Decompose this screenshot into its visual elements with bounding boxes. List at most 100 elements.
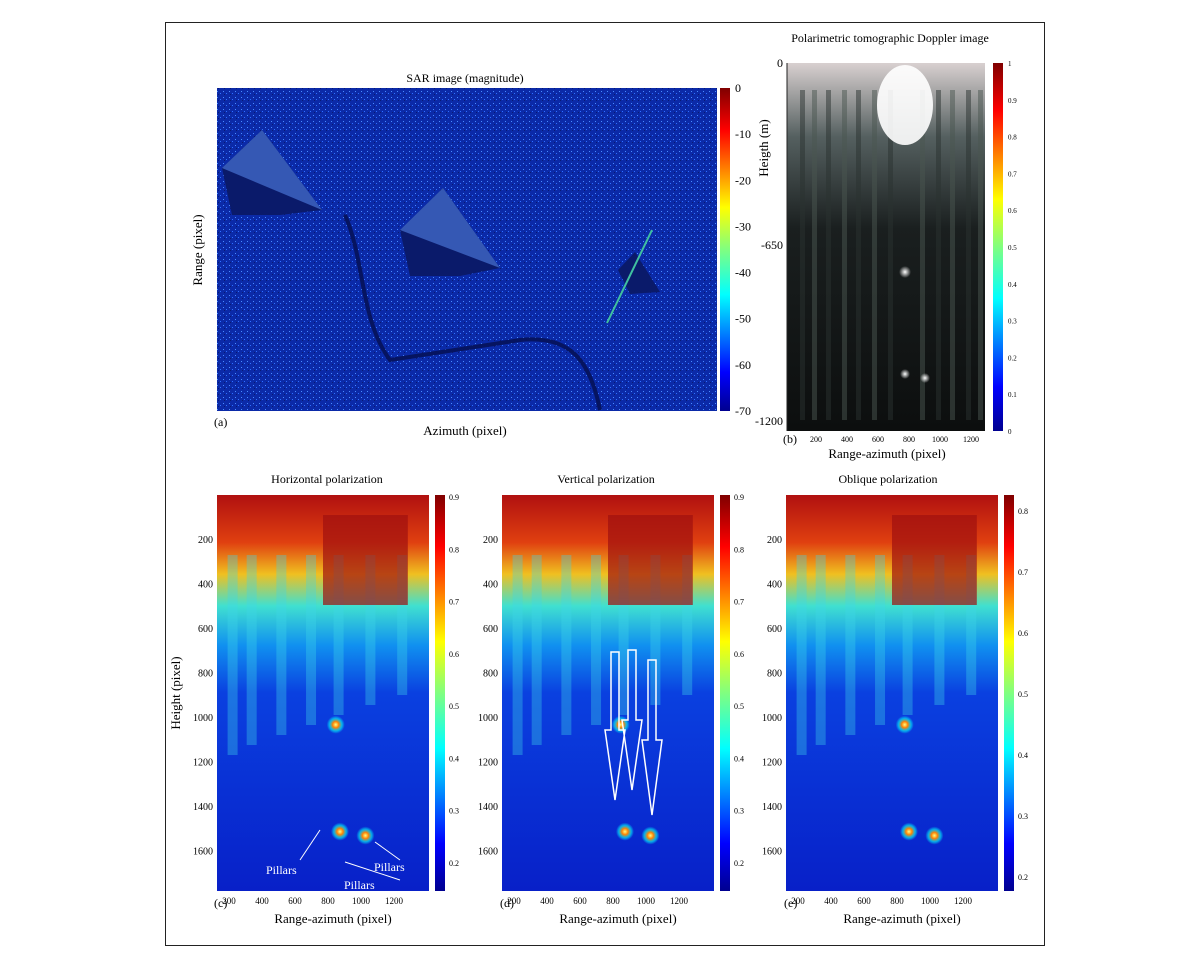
panel-b-colorbar-tick: 0.1	[1008, 391, 1017, 399]
panel-e-colorbar-tick: 0.4	[1018, 751, 1028, 760]
panel-d-scatterer	[641, 826, 660, 845]
panel-d-xtick: 400	[540, 896, 554, 906]
arrow-3	[641, 659, 663, 816]
panel-d-colorbar-tick: 0.5	[734, 702, 744, 711]
panel-a-colorbar-tick: -20	[735, 173, 751, 187]
pillars-label-3: Pillars	[344, 878, 375, 892]
doppler-scatterer-1	[899, 266, 911, 278]
panel-b-colorbar-tick: 0	[1008, 428, 1012, 436]
panel-c-title: Horizontal polarization	[271, 472, 383, 486]
panel-b-ylabel: Heigth (m)	[756, 119, 771, 176]
panel-c-ytick: 200	[198, 535, 213, 546]
pillars-label-1: Pillars	[266, 863, 297, 877]
panel-a-colorbar-tick: -60	[735, 358, 751, 372]
panel-e-hot-region	[892, 515, 977, 605]
panel-d-plume	[512, 555, 523, 755]
panel-e-ytick: 600	[767, 624, 782, 635]
panel-c-colorbar-tick: 0.9	[449, 493, 459, 502]
panel-c-xlabel: Range-azimuth (pixel)	[274, 911, 391, 926]
panel-d-xlabel: Range-azimuth (pixel)	[559, 911, 676, 926]
panel-c-colorbar-tick: 0.6	[449, 650, 459, 659]
panel-c-colorbar	[435, 495, 445, 891]
panel-c-colorbar-tick: 0.5	[449, 702, 459, 711]
panel-b-colorbar-tick: 0.2	[1008, 354, 1017, 362]
panel-d-xtick: 1200	[670, 896, 689, 906]
panel-d-title: Vertical polarization	[557, 472, 655, 486]
panel-b-yticks: 0 -650 -1200	[755, 56, 783, 428]
panel-e-ytick: 1400	[762, 802, 782, 813]
sar-road	[343, 214, 602, 411]
panel-d-plume	[561, 555, 572, 735]
panel-c-plume	[365, 555, 376, 705]
doppler-bright-region	[877, 65, 933, 145]
panel-c-ytick: 800	[198, 669, 213, 680]
panel-c-ytick: 1000	[193, 713, 213, 724]
panel-e-plume	[815, 555, 826, 745]
panel-d-colorbar-tick: 0.6	[734, 650, 744, 659]
panel-a-xlabel: Azimuth (pixel)	[423, 423, 506, 438]
panel-d-colorbar-tick: 0.8	[734, 545, 744, 554]
panel-e-xlabel: Range-azimuth (pixel)	[843, 911, 960, 926]
panel-c-ytick: 1200	[193, 758, 213, 769]
panel-c-scatterer	[330, 822, 349, 841]
panel-a-colorbar-tick: -50	[735, 312, 751, 326]
panel-a-colorbar-ticks: 0 -10 -20 -30 -40 -50 -60 -70	[735, 81, 751, 418]
panel-b-xtick: 600	[872, 435, 884, 444]
panel-a: SAR image (magnitude) 0 -10 -20 -30 -40 -50 -6…	[190, 71, 751, 438]
panel-d-plume	[650, 555, 661, 705]
panel-e-ytick: 800	[767, 669, 782, 680]
panel-c-plume	[276, 555, 287, 735]
panel-e-xtick: 800	[890, 896, 904, 906]
panel-e-xtick: 1200	[954, 896, 973, 906]
panel-c-scatterer	[356, 826, 375, 845]
panel-b-ytick: 0	[777, 56, 783, 70]
panel-d-plume	[618, 555, 629, 715]
panel-d-ytick: 1200	[478, 758, 498, 769]
panel-b-xtick: 1200	[963, 435, 979, 444]
panel-b-xtick: 400	[841, 435, 853, 444]
panel-e-colorbar-tick: 0.6	[1018, 629, 1028, 638]
panel-e-plume	[796, 555, 807, 755]
panel-d-ytick: 800	[483, 669, 498, 680]
panel-b-colorbar-tick: 0.7	[1008, 170, 1017, 178]
panel-e-plume	[934, 555, 945, 705]
doppler-streak	[888, 90, 893, 420]
panel-d-colorbar-tick: 0.4	[734, 754, 744, 763]
panel-e-plume	[902, 555, 913, 715]
panel-d-scatterer	[611, 715, 630, 734]
panel-b-ytick: -1200	[755, 414, 783, 428]
panel-d-letter: (d)	[500, 896, 514, 910]
doppler-streak	[842, 90, 847, 420]
panel-c-xtick: 1000	[352, 896, 371, 906]
doppler-streak	[856, 90, 861, 420]
panel-e-colorbar-tick: 0.2	[1018, 873, 1028, 882]
arrow-1	[604, 651, 626, 801]
panel-e-ytick: 200	[767, 535, 782, 546]
panel-b-colorbar-tick: 1	[1008, 60, 1012, 68]
doppler-scatterer-2	[900, 369, 910, 379]
panel-e-xtick: 1000	[921, 896, 940, 906]
panel-d-ytick: 1600	[478, 847, 498, 858]
doppler-streak	[978, 90, 983, 420]
panel-e: Oblique polarization 200 400 600 800 1000 1200…	[762, 472, 1028, 926]
panel-d: Vertical polarization 200 400 600 800 1000 120…	[478, 472, 744, 926]
panel-b-colorbar-tick: 0.4	[1008, 281, 1017, 289]
panel-e-title: Oblique polarization	[839, 472, 938, 486]
panel-e-colorbar-tick: 0.8	[1018, 507, 1028, 516]
panel-c-xtick: 1200	[385, 896, 404, 906]
panel-d-ytick: 600	[483, 624, 498, 635]
panel-a-colorbar-tick: -10	[735, 127, 751, 141]
panel-c-ytick: 400	[198, 580, 213, 591]
panel-d-xtick: 1000	[637, 896, 656, 906]
panel-e-ytick: 1000	[762, 713, 782, 724]
panel-d-plume	[531, 555, 542, 745]
panel-e-ytick: 1600	[762, 847, 782, 858]
panel-c-plume	[246, 555, 257, 745]
panel-a-letter: (a)	[214, 415, 227, 429]
panel-b-ytick: -650	[761, 238, 783, 252]
pillars-label-2: Pillars	[374, 860, 405, 874]
panel-e-plume	[845, 555, 856, 735]
panel-c-plume	[227, 555, 238, 755]
doppler-streak	[872, 90, 877, 420]
panel-b-xtick: 200	[810, 435, 822, 444]
